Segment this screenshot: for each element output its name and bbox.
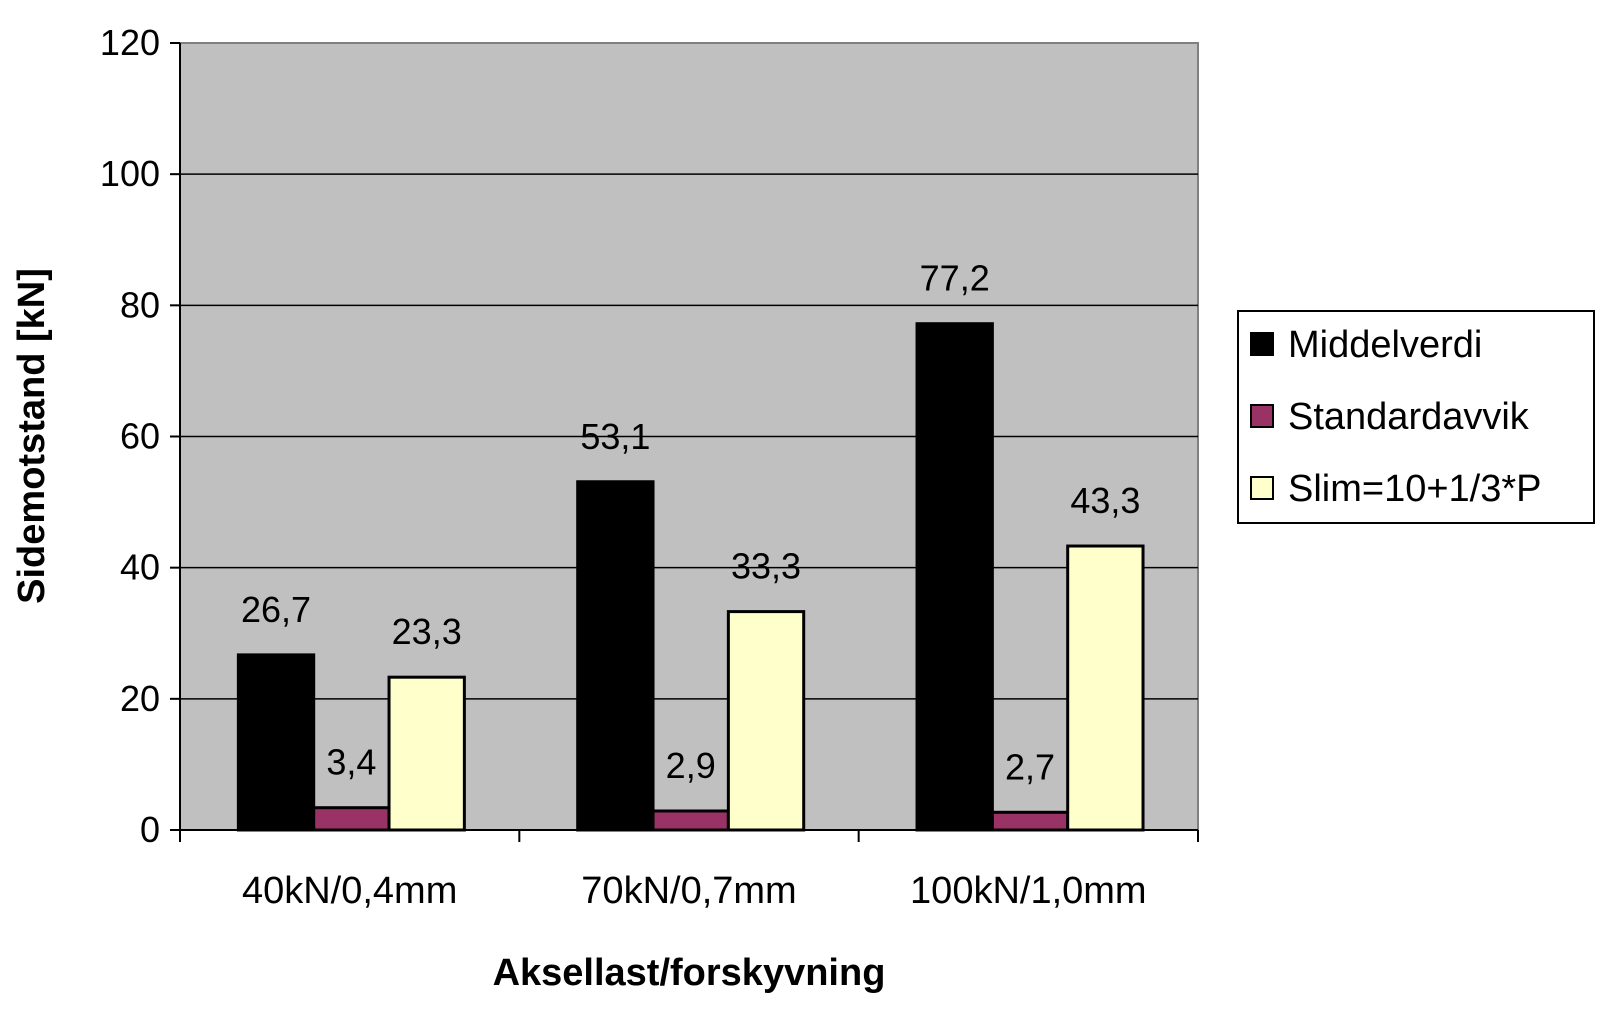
- bar: [915, 322, 994, 832]
- bar: [990, 810, 1070, 832]
- bar: [236, 653, 316, 832]
- legend-swatch: [1250, 332, 1274, 356]
- legend: Middelverdi Standardavvik Slim=10+1/3*P: [1237, 310, 1595, 524]
- x-category-labels: 40kN/0,4mm 70kN/0,7mm 100kN/1,0mm: [242, 870, 1147, 912]
- y-tick-label: 120: [100, 22, 160, 63]
- bars: [236, 322, 1145, 832]
- legend-swatch: [1250, 476, 1274, 500]
- legend-label: Standardavvik: [1288, 396, 1530, 438]
- data-label: 2,7: [1005, 746, 1055, 787]
- x-category-label: 100kN/1,0mm: [910, 870, 1147, 912]
- axes: [170, 42, 1199, 842]
- x-category-label: 40kN/0,4mm: [242, 870, 457, 912]
- x-category-label: 70kN/0,7mm: [581, 870, 796, 912]
- y-tick-label: 20: [120, 678, 160, 719]
- data-label: 77,2: [920, 258, 990, 299]
- legend-label: Slim=10+1/3*P: [1288, 468, 1542, 510]
- bar: [1066, 544, 1145, 832]
- data-label: 3,4: [326, 742, 376, 783]
- bar: [387, 675, 466, 832]
- y-tick-labels: 0 20 40 60 80 100 120: [100, 22, 160, 850]
- x-axis-title: Aksellast/forskyvning: [493, 952, 886, 994]
- bar: [726, 610, 806, 832]
- data-labels: 26,7 3,4 23,3 53,1 2,9 33,3 77,2 2,7 43,3: [241, 258, 1140, 788]
- data-label: 53,1: [580, 416, 650, 457]
- y-tick-label: 0: [140, 809, 160, 850]
- legend-label: Middelverdi: [1288, 324, 1482, 366]
- data-label: 43,3: [1070, 480, 1140, 521]
- y-axis-title: Sidemotstand [kN]: [11, 268, 53, 604]
- data-label: 26,7: [241, 589, 311, 630]
- legend-swatch: [1250, 404, 1274, 428]
- gridlines: [180, 173, 1198, 700]
- data-label: 2,9: [666, 745, 716, 786]
- bar: [651, 809, 730, 832]
- y-tick-label: 40: [120, 547, 160, 588]
- y-tick-label: 60: [120, 416, 160, 457]
- y-tick-label: 80: [120, 284, 160, 325]
- y-tick-label: 100: [100, 153, 160, 194]
- legend-box: [1237, 310, 1595, 524]
- data-label: 33,3: [731, 546, 801, 587]
- bar: [312, 806, 391, 832]
- data-label: 23,3: [392, 611, 462, 652]
- bar: [576, 480, 655, 832]
